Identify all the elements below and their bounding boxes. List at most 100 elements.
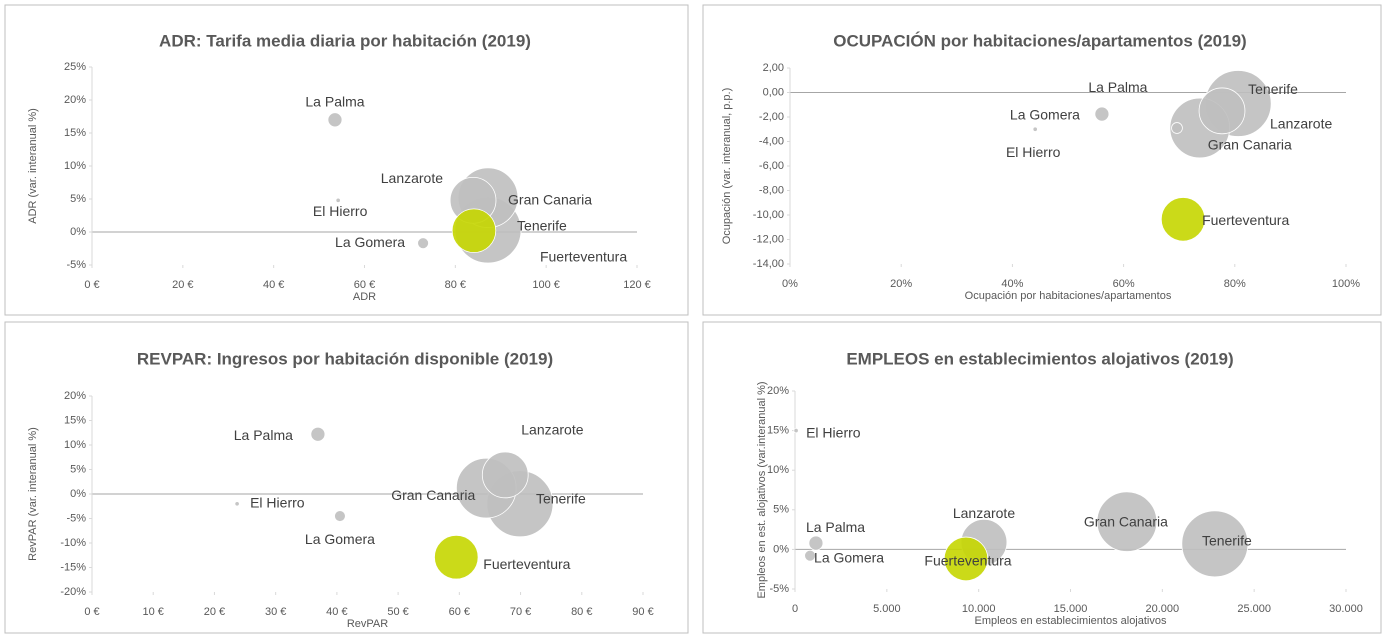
- y-tick-label: -8,00: [759, 184, 784, 196]
- bubble: [1096, 491, 1158, 552]
- x-tick-label: 60 €: [449, 606, 470, 618]
- x-tick-label: 90 €: [632, 606, 653, 618]
- x-tick-label: 30.000: [1329, 603, 1363, 615]
- y-tick-label: -14,00: [753, 258, 784, 270]
- bubble: [310, 426, 326, 442]
- y-tick-label: -5%: [66, 259, 86, 271]
- bubble: [804, 549, 816, 562]
- chart-title: OCUPACIÓN por habitaciones/apartamentos …: [833, 31, 1246, 50]
- y-tick-label: -12,00: [753, 233, 784, 245]
- point-label: La Gomera: [305, 531, 375, 547]
- y-tick-label: 10%: [64, 439, 86, 451]
- y-tick-label: 20%: [64, 390, 86, 402]
- y-tick-label: 5%: [70, 463, 86, 475]
- x-axis-label: Ocupación por habitaciones/apartamentos: [965, 290, 1172, 302]
- point-label: Fuerteventura: [540, 248, 627, 264]
- x-tick-label: 80 €: [571, 606, 592, 618]
- x-tick-label: 15.000: [1054, 603, 1088, 615]
- point-label: Gran Canaria: [391, 487, 475, 503]
- y-tick-label: -20%: [60, 586, 86, 598]
- point-label: La Palma: [806, 519, 865, 535]
- y-tick-label: -6,00: [759, 160, 784, 172]
- y-axis-label: ADR (var. interanual %): [27, 108, 39, 224]
- y-axis-label: Ocupación (var. interanual, p.p.): [721, 88, 733, 245]
- bubble: [417, 237, 429, 250]
- x-tick-label: 40 €: [263, 279, 284, 291]
- bubble: [335, 197, 341, 203]
- x-axis-label: Empleos en establecimientos alojativos: [975, 615, 1167, 627]
- point-label: El Hierro: [1006, 144, 1061, 160]
- y-tick-label: -5%: [769, 583, 789, 595]
- x-tick-label: 0 €: [84, 279, 99, 291]
- x-tick-label: 40 €: [326, 606, 347, 618]
- x-tick-label: 80 €: [445, 279, 466, 291]
- y-tick-label: -5%: [66, 512, 86, 524]
- y-tick-label: 25%: [64, 61, 86, 73]
- y-tick-label: -10,00: [753, 209, 784, 221]
- bubble: [327, 112, 343, 128]
- point-label: La Gomera: [814, 549, 884, 565]
- x-tick-label: 40%: [1001, 278, 1023, 290]
- point-label: Lanzarote: [381, 170, 443, 186]
- x-tick-label: 100 €: [532, 279, 560, 291]
- x-tick-label: 10.000: [962, 603, 996, 615]
- y-tick-label: -10%: [60, 537, 86, 549]
- point-label: Gran Canaria: [1084, 513, 1168, 529]
- point-label: La Gomera: [1010, 107, 1080, 123]
- point-label: Lanzarote: [953, 505, 1015, 521]
- point-label: El Hierro: [250, 495, 305, 511]
- bubble: [793, 427, 799, 434]
- y-tick-label: 5%: [773, 504, 789, 516]
- y-tick-label: -2,00: [759, 111, 784, 123]
- bubble: [434, 534, 479, 580]
- chart-title: REVPAR: Ingresos por habitación disponib…: [137, 349, 553, 368]
- bubble: [1171, 122, 1183, 134]
- x-tick-label: 60%: [1113, 278, 1135, 290]
- y-tick-label: 0%: [773, 543, 789, 555]
- panel: [702, 321, 1382, 634]
- x-tick-label: 0: [792, 603, 798, 615]
- bubble: [334, 510, 346, 522]
- panel: [4, 321, 689, 634]
- point-label: Tenerife: [1248, 81, 1298, 97]
- y-tick-label: 2,00: [763, 62, 784, 74]
- x-tick-label: 70 €: [510, 606, 531, 618]
- point-label: La Palma: [1088, 79, 1147, 95]
- panel: [702, 4, 1382, 316]
- y-tick-label: 5%: [70, 193, 86, 205]
- y-tick-label: 15%: [64, 414, 86, 426]
- y-axis-label: Empleos en est. alojativos (var.interanu…: [756, 381, 768, 598]
- bubble: [234, 501, 240, 507]
- chart-title: EMPLEOS en establecimientos alojativos (…: [846, 349, 1233, 368]
- x-tick-label: 0 €: [84, 606, 99, 618]
- x-tick-label: 20%: [890, 278, 912, 290]
- x-tick-label: 10 €: [143, 606, 164, 618]
- x-tick-label: 50 €: [387, 606, 408, 618]
- y-tick-label: 20%: [767, 385, 789, 397]
- y-tick-label: 0%: [70, 488, 86, 500]
- point-label: La Palma: [305, 94, 364, 110]
- bubble: [1181, 510, 1249, 578]
- bubble: [1094, 106, 1110, 122]
- y-axis-label: RevPAR (var. interanual %): [27, 427, 39, 561]
- bubble: [1032, 126, 1038, 132]
- y-tick-label: -15%: [60, 561, 86, 573]
- x-tick-label: 100%: [1332, 278, 1360, 290]
- point-label: Lanzarote: [521, 422, 583, 438]
- bubble: [1198, 87, 1246, 135]
- point-label: Tenerife: [517, 218, 567, 234]
- point-label: El Hierro: [313, 203, 368, 219]
- bubble: [943, 536, 989, 582]
- point-label: Tenerife: [536, 491, 586, 507]
- x-axis-label: ADR: [353, 291, 376, 303]
- bubble: [808, 535, 824, 551]
- point-label: El Hierro: [806, 424, 861, 440]
- point-label: Fuerteventura: [483, 556, 570, 572]
- y-tick-label: 0%: [70, 226, 86, 238]
- point-label: Gran Canaria: [508, 191, 592, 207]
- point-label: La Palma: [234, 427, 293, 443]
- x-tick-label: 5.000: [873, 603, 901, 615]
- x-tick-label: 25.000: [1237, 603, 1271, 615]
- point-label: Fuerteventura: [1202, 212, 1289, 228]
